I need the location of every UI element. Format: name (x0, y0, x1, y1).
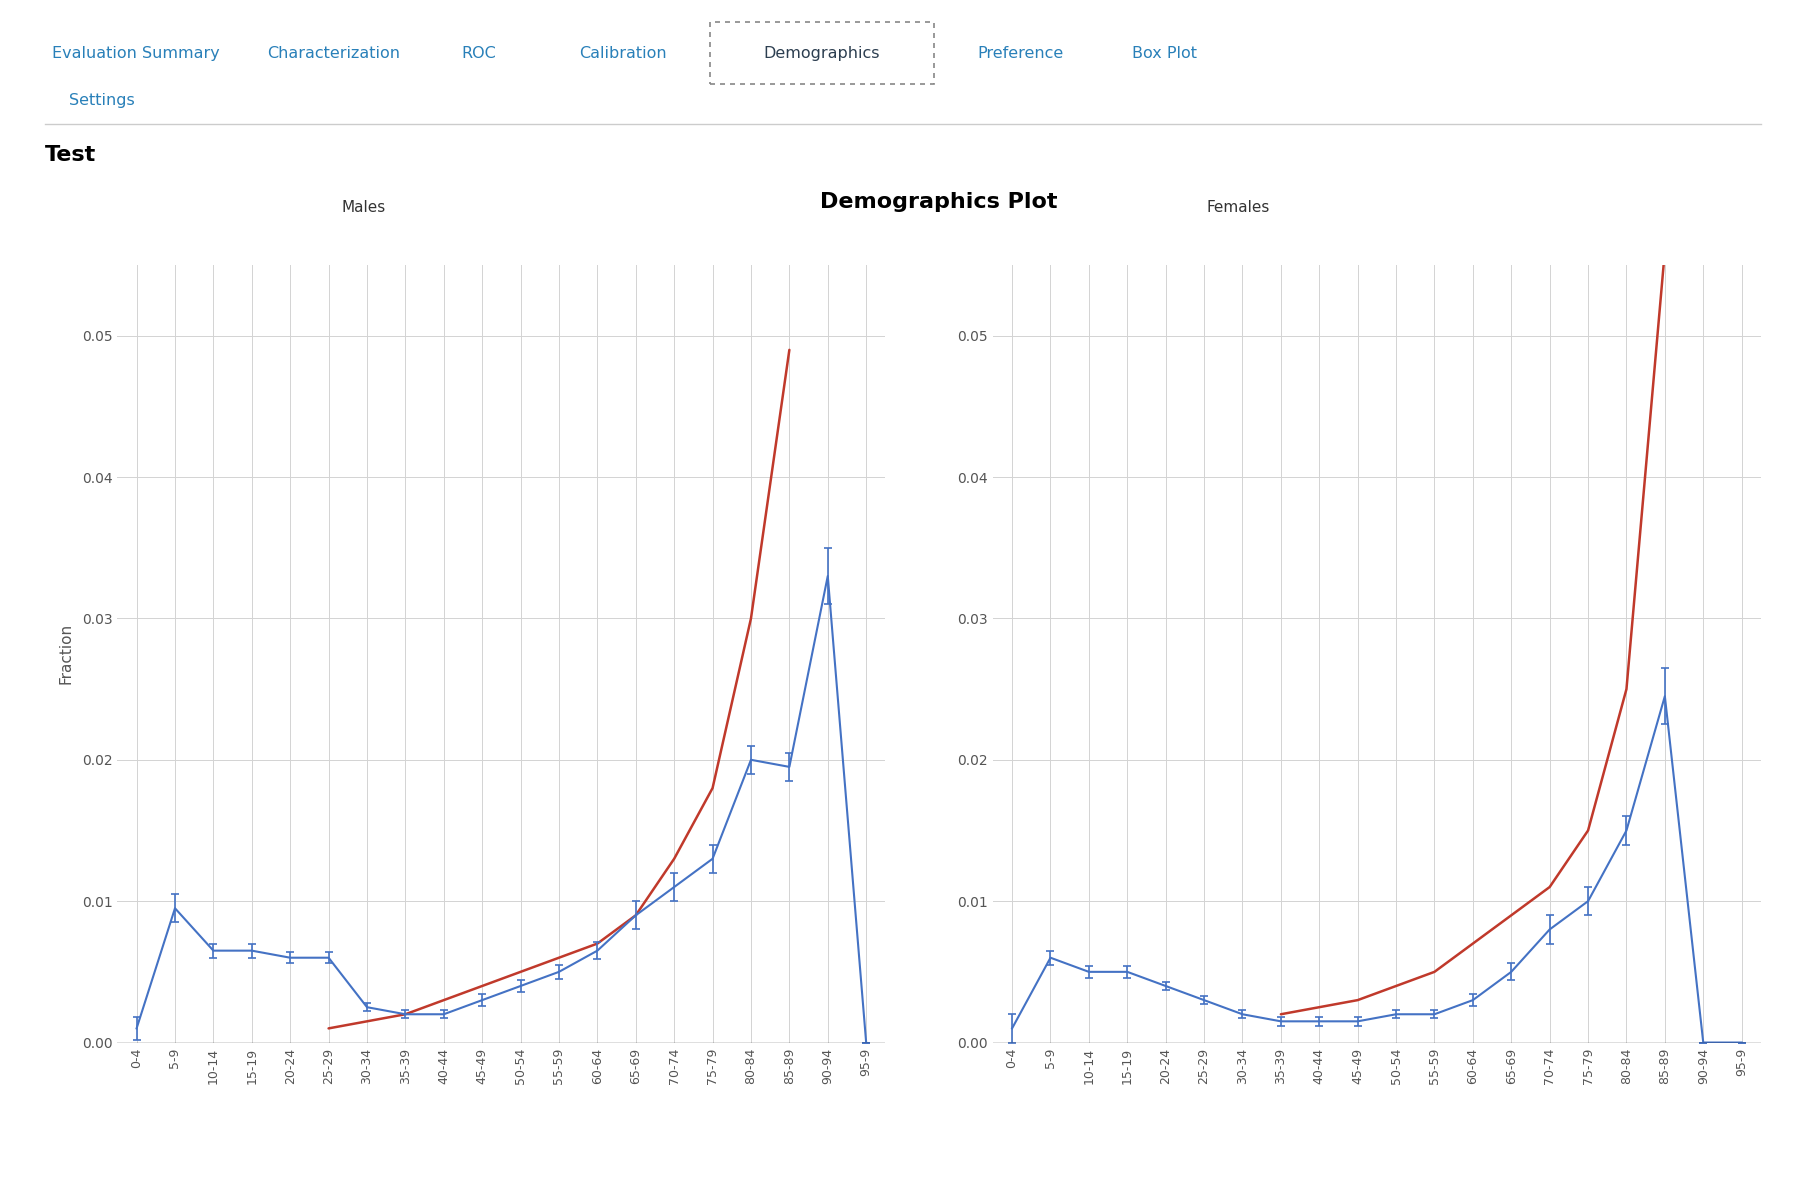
Text: Evaluation Summary: Evaluation Summary (52, 46, 218, 60)
Text: Males: Males (341, 199, 384, 214)
Text: Preference: Preference (977, 46, 1063, 60)
Text: ROC: ROC (460, 46, 496, 60)
Text: Box Plot: Box Plot (1132, 46, 1197, 60)
Text: Females: Females (1206, 199, 1269, 214)
Text: Demographics: Demographics (764, 46, 879, 60)
Text: Demographics Plot: Demographics Plot (819, 192, 1058, 212)
Y-axis label: Fraction: Fraction (58, 623, 74, 684)
Text: Calibration: Calibration (579, 46, 666, 60)
Text: Test: Test (45, 146, 96, 165)
Text: Settings: Settings (69, 93, 134, 107)
Text: Characterization: Characterization (267, 46, 401, 60)
